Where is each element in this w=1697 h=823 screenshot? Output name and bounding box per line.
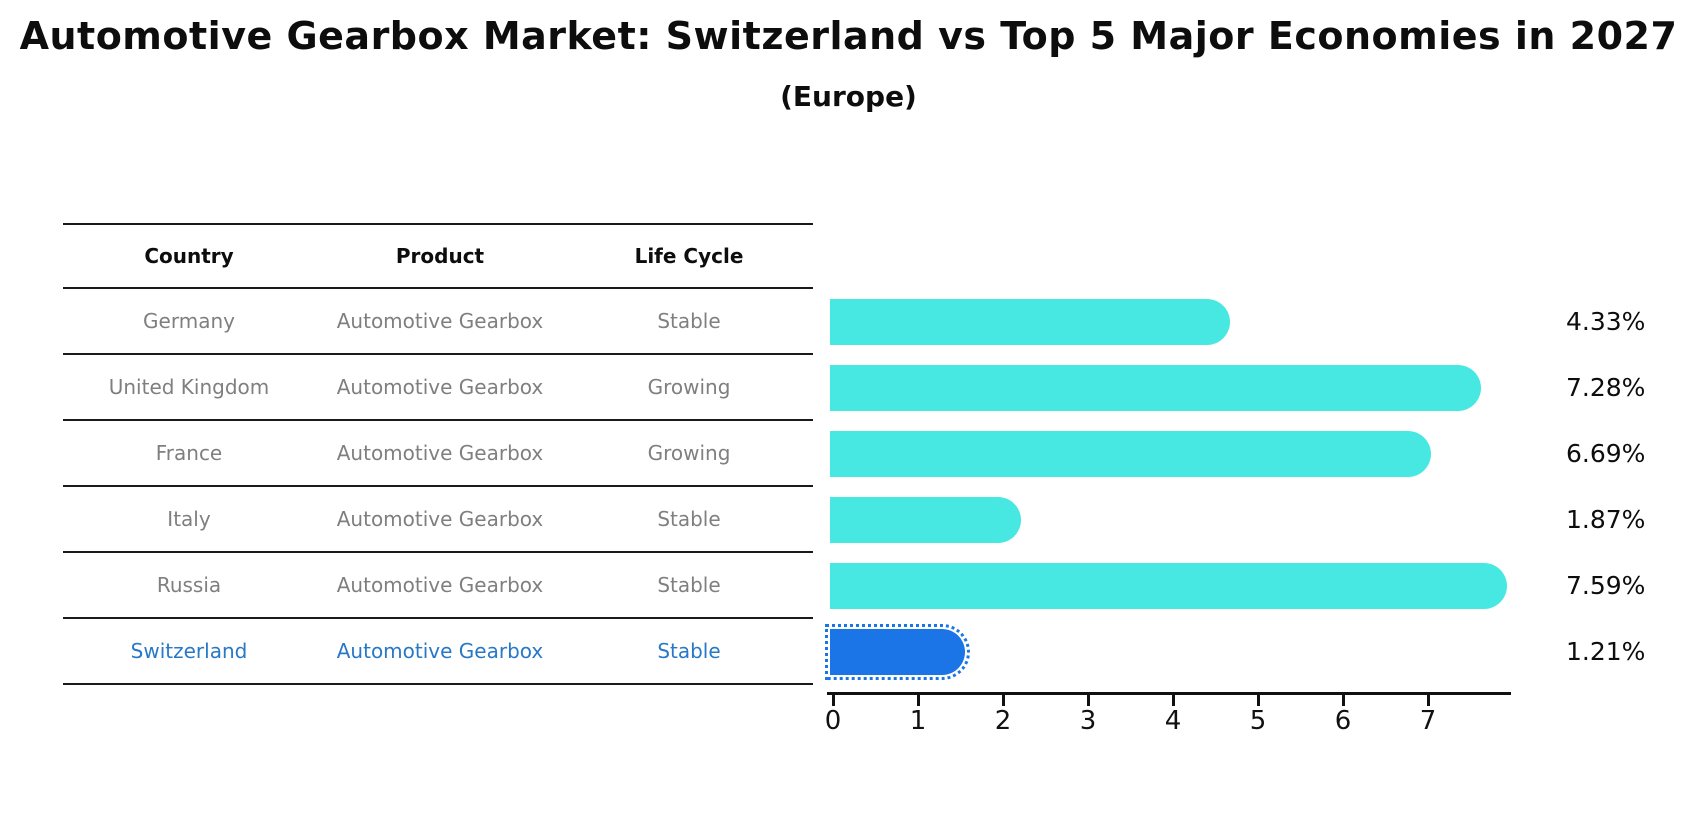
x-tick-label: 6 (1334, 706, 1352, 736)
value-label: 7.28% (1566, 373, 1646, 402)
table-row: Russia Automotive Gearbox Stable (63, 553, 813, 619)
chart-title: Automotive Gearbox Market: Switzerland v… (19, 14, 1678, 58)
bar-row (830, 299, 1230, 345)
chart-subtitle: (Europe) (780, 80, 917, 113)
x-tick-mark (1002, 695, 1005, 706)
bar-row (830, 365, 1481, 411)
cell-country: Russia (156, 573, 222, 597)
cell-country: Italy (167, 507, 211, 531)
value-label: 6.69% (1566, 439, 1646, 468)
x-axis: 0 1 2 3 4 5 6 7 (825, 692, 1513, 740)
bar-united-kingdom (830, 365, 1481, 411)
table-row: France Automotive Gearbox Growing (63, 421, 813, 487)
x-tick-mark (1172, 695, 1175, 706)
x-tick-mark (1257, 695, 1260, 706)
x-tick-label: 5 (1249, 706, 1267, 736)
x-tick-mark (832, 695, 835, 706)
x-tick-mark (1087, 695, 1090, 706)
cell-life-cycle: Stable (657, 309, 721, 333)
cell-life-cycle: Stable (657, 639, 721, 663)
table-header-row: Country Product Life Cycle (63, 223, 813, 289)
cell-product: Automotive Gearbox (336, 639, 544, 663)
cell-country: France (155, 441, 223, 465)
column-header-product: Product (395, 244, 485, 268)
bar-row (825, 624, 970, 680)
x-tick-label: 7 (1419, 706, 1437, 736)
bar-switzerland (825, 624, 970, 680)
bar-germany (830, 299, 1230, 345)
x-tick-label: 1 (909, 706, 927, 736)
table-row: Switzerland Automotive Gearbox Stable (63, 619, 813, 685)
x-tick-mark (1342, 695, 1345, 706)
column-header-life-cycle: Life Cycle (634, 244, 744, 268)
cell-product: Automotive Gearbox (336, 309, 544, 333)
x-tick-label: 4 (1164, 706, 1182, 736)
table-row: Germany Automotive Gearbox Stable (63, 289, 813, 355)
cell-country: Switzerland (130, 639, 248, 663)
cell-product: Automotive Gearbox (336, 375, 544, 399)
cell-life-cycle: Growing (647, 375, 731, 399)
value-label: 1.21% (1566, 637, 1646, 666)
cell-product: Automotive Gearbox (336, 441, 544, 465)
x-tick-label: 0 (824, 706, 842, 736)
value-label: 7.59% (1566, 571, 1646, 600)
table-row: United Kingdom Automotive Gearbox Growin… (63, 355, 813, 421)
bar-russia (830, 563, 1507, 609)
bar-france (830, 431, 1431, 477)
cell-life-cycle: Growing (647, 441, 731, 465)
value-label: 4.33% (1566, 307, 1646, 336)
value-label: 1.87% (1566, 505, 1646, 534)
x-tick-mark (917, 695, 920, 706)
x-tick-label: 3 (1079, 706, 1097, 736)
cell-life-cycle: Stable (657, 507, 721, 531)
cell-product: Automotive Gearbox (336, 573, 544, 597)
column-header-country: Country (144, 244, 234, 268)
cell-country: United Kingdom (108, 375, 270, 399)
x-tick-mark (1427, 695, 1430, 706)
country-table: Country Product Life Cycle Germany Autom… (63, 223, 813, 685)
cell-product: Automotive Gearbox (336, 507, 544, 531)
bar-row (830, 431, 1431, 477)
x-tick-label: 2 (994, 706, 1012, 736)
bar-row (830, 563, 1507, 609)
cell-country: Germany (143, 309, 235, 333)
bar-italy (830, 497, 1021, 543)
cell-life-cycle: Stable (657, 573, 721, 597)
bar-row (830, 497, 1021, 543)
table-row: Italy Automotive Gearbox Stable (63, 487, 813, 553)
x-axis-line (827, 692, 1511, 695)
